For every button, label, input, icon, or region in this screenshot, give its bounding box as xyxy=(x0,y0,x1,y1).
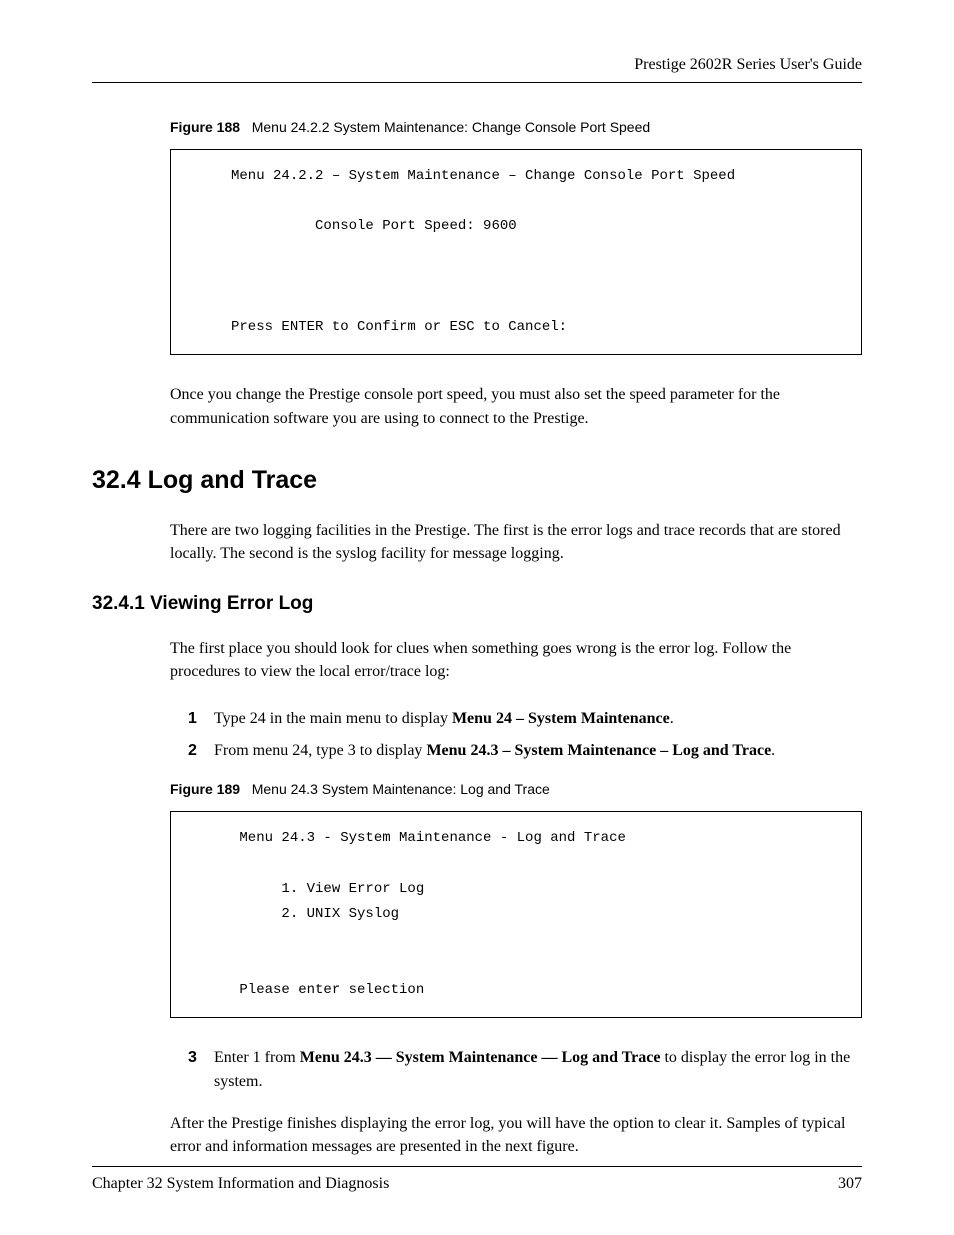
bold-text: Menu 24.3 – System Maintenance – Log and… xyxy=(426,742,771,759)
figure-189-text: Menu 24.3 System Maintenance: Log and Tr… xyxy=(252,781,550,797)
term-blank xyxy=(189,265,843,290)
figure-188-terminal: Menu 24.2.2 – System Maintenance – Chang… xyxy=(170,149,862,355)
paragraph: After the Prestige finishes displaying t… xyxy=(170,1112,862,1158)
steps-list: 1 Type 24 in the main menu to display Me… xyxy=(170,707,862,763)
section-32-4-heading: 32.4 Log and Trace xyxy=(92,466,862,495)
figure-189-terminal: Menu 24.3 - System Maintenance - Log and… xyxy=(170,811,862,1017)
step-1: 1 Type 24 in the main menu to display Me… xyxy=(188,707,862,731)
step-3: 3 Enter 1 from Menu 24.3 — System Mainte… xyxy=(188,1046,862,1094)
text: Enter 1 from xyxy=(214,1049,300,1066)
step-text: Type 24 in the main menu to display Menu… xyxy=(214,707,674,731)
step-text: From menu 24, type 3 to display Menu 24.… xyxy=(214,739,775,763)
steps-list-cont: 3 Enter 1 from Menu 24.3 — System Mainte… xyxy=(170,1046,862,1094)
paragraph: Once you change the Prestige console por… xyxy=(170,383,862,429)
term-line: 2. UNIX Syslog xyxy=(189,902,843,927)
bold-text: Menu 24 – System Maintenance xyxy=(452,710,670,727)
bold-text: Menu 24.3 — System Maintenance — Log and… xyxy=(300,1049,661,1066)
paragraph: There are two logging facilities in the … xyxy=(170,519,862,565)
term-line: 1. View Error Log xyxy=(189,877,843,902)
step-2: 2 From menu 24, type 3 to display Menu 2… xyxy=(188,739,862,763)
step-number: 1 xyxy=(188,707,208,731)
step-number: 2 xyxy=(188,739,208,763)
page-footer: Chapter 32 System Information and Diagno… xyxy=(92,1166,862,1193)
footer-chapter: Chapter 32 System Information and Diagno… xyxy=(92,1175,389,1193)
term-line: Console Port Speed: 9600 xyxy=(189,214,843,239)
text: Type 24 in the main menu to display xyxy=(214,710,452,727)
step-number: 3 xyxy=(188,1046,208,1094)
running-header: Prestige 2602R Series User's Guide xyxy=(92,56,862,83)
term-blank xyxy=(189,952,843,977)
term-line: Menu 24.2.2 – System Maintenance – Chang… xyxy=(189,164,843,189)
text: From menu 24, type 3 to display xyxy=(214,742,426,759)
text: . xyxy=(670,710,674,727)
figure-188-label: Figure 188 xyxy=(170,119,240,135)
section-32-4-1-heading: 32.4.1 Viewing Error Log xyxy=(92,593,862,615)
figure-189-caption: Figure 189 Menu 24.3 System Maintenance:… xyxy=(170,781,862,797)
step-text: Enter 1 from Menu 24.3 — System Maintena… xyxy=(214,1046,862,1094)
text: . xyxy=(771,742,775,759)
term-line: Please enter selection xyxy=(189,978,843,1003)
figure-188-caption: Figure 188 Menu 24.2.2 System Maintenanc… xyxy=(170,119,862,135)
footer-page-number: 307 xyxy=(838,1175,862,1193)
paragraph: The first place you should look for clue… xyxy=(170,637,862,683)
figure-189-label: Figure 189 xyxy=(170,781,240,797)
figure-188-text: Menu 24.2.2 System Maintenance: Change C… xyxy=(252,119,650,135)
term-line: Press ENTER to Confirm or ESC to Cancel: xyxy=(189,315,843,340)
term-line: Menu 24.3 - System Maintenance - Log and… xyxy=(189,826,843,851)
